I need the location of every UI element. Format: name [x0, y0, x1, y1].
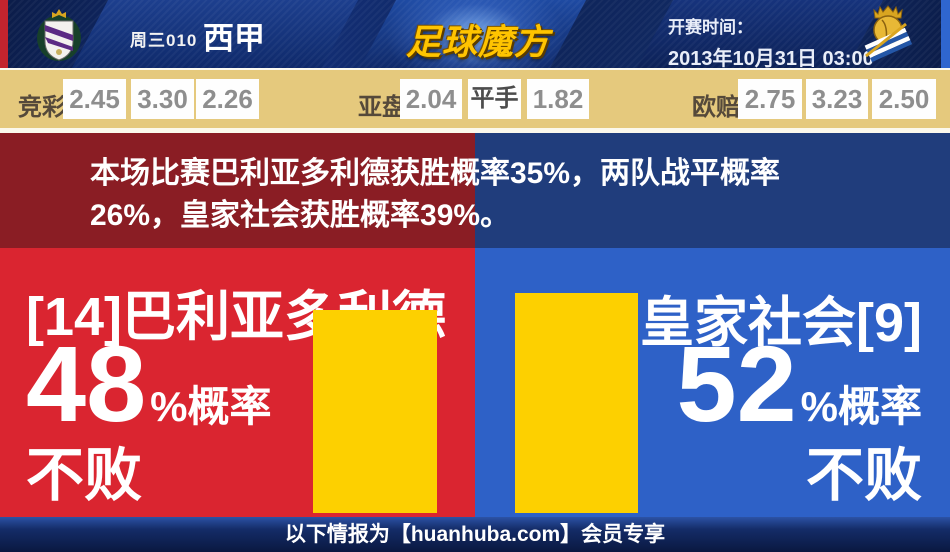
left-edge-stripe — [0, 0, 8, 68]
prediction-summary-banner: 本场比赛巴利亚多利德获胜概率35%，两队战平概率 26%，皇家社会获胜概率39%… — [0, 133, 950, 248]
home-team-crest-icon — [32, 5, 86, 68]
member-notice-footer[interactable]: 以下情报为【huanhuba.com】会员专享 — [0, 517, 950, 552]
summary-blue-background — [475, 133, 950, 248]
away-team-name: 皇家社会[9] — [640, 293, 922, 353]
oupei-draw-odds: 3.23 — [806, 79, 868, 119]
home-probability-bar — [313, 310, 437, 513]
away-percent-value: 52 — [676, 323, 797, 444]
yapan-home-odds: 2.04 — [400, 79, 462, 119]
oupei-home-odds: 2.75 — [738, 79, 802, 119]
right-edge-stripe — [941, 0, 950, 68]
oupei-label: 欧赔 — [692, 94, 740, 121]
away-percent-suffix: %概率 — [800, 383, 922, 430]
away-team-crest-icon — [856, 4, 920, 68]
oupei-away-odds: 2.50 — [872, 79, 936, 119]
jingcai-label: 竞彩 — [18, 94, 66, 121]
prediction-summary-text: 本场比赛巴利亚多利德获胜概率35%，两队战平概率 26%，皇家社会获胜概率39%… — [90, 153, 910, 237]
yapan-away-odds: 1.82 — [527, 79, 589, 119]
horizontal-divider — [0, 128, 950, 133]
summary-line-1: 本场比赛巴利亚多利德获胜概率35%，两队战平概率 — [90, 157, 781, 190]
summary-line-2: 26%，皇家社会获胜概率39%。 — [90, 199, 511, 232]
jingcai-draw-odds: 3.30 — [131, 79, 194, 119]
home-percent-value: 48 — [26, 323, 147, 444]
away-result-label: 不败 — [805, 443, 922, 508]
league-label: 西甲 — [203, 21, 265, 56]
away-probability-bar — [515, 293, 638, 513]
home-probability: 48 %概率 — [26, 330, 272, 438]
yapan-handicap: 平手 — [468, 79, 521, 119]
odds-bar: 竞彩 2.45 3.30 2.26 亚盘 2.04 平手 1.82 欧赔 2.7… — [0, 68, 950, 128]
home-result-label: 不败 — [26, 443, 143, 508]
jingcai-away-odds: 2.26 — [196, 79, 259, 119]
kickoff-time: 2013年10月31日 03:00 — [668, 48, 874, 68]
kickoff-label: 开赛时间： — [668, 18, 753, 37]
jingcai-home-odds: 2.45 — [63, 79, 126, 119]
kickoff-block: 开赛时间： 2013年10月31日 03:00 — [668, 13, 874, 68]
summary-red-background — [0, 133, 475, 248]
yapan-label: 亚盘 — [358, 94, 406, 121]
away-probability: 52 %概率 — [677, 330, 923, 438]
match-number-label: 周三010 — [130, 31, 198, 50]
header-bar: 周三010 西甲 足球魔方 开赛时间： 2013年10月31日 03:00 — [0, 0, 950, 68]
home-percent-suffix: %概率 — [150, 383, 272, 430]
team-comparison-section: [14]巴利亚多利德 48 %概率 不败 皇家社会[9] 52 %概率 不败 — [0, 248, 950, 517]
brand-logo[interactable]: 足球魔方 — [406, 23, 551, 62]
